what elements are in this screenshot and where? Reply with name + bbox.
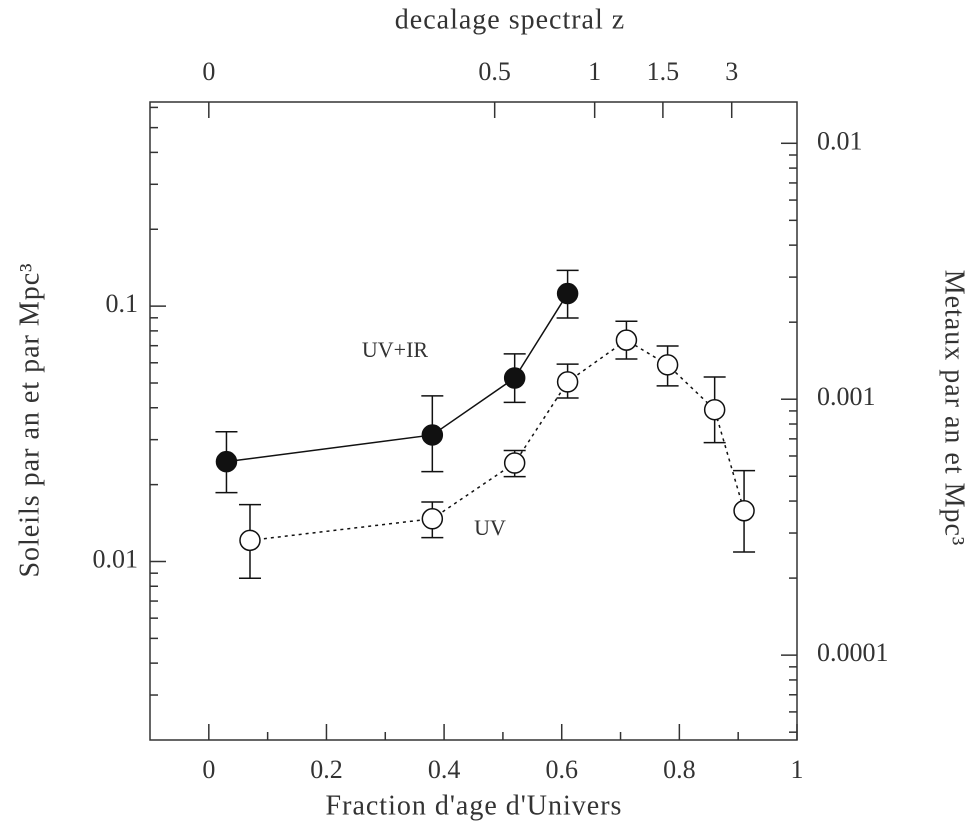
x-tick-label: 0 <box>202 755 215 784</box>
marker <box>556 371 579 393</box>
x-tick-label: 0.8 <box>663 755 696 784</box>
x-tick-label: 0.2 <box>310 755 343 784</box>
marker <box>615 329 638 351</box>
z-tick-label: 0 <box>202 57 215 86</box>
series-label: UV+IR <box>362 337 429 362</box>
marker <box>656 354 679 376</box>
plot-frame <box>149 101 798 741</box>
marker <box>503 452 526 474</box>
y2-tick-label: 0.01 <box>817 126 863 155</box>
series-label: UV <box>474 515 506 540</box>
z-tick-label: 3 <box>725 57 738 86</box>
marker <box>421 508 444 530</box>
z-tick-label: 1.5 <box>647 57 680 86</box>
x-tick-label: 0.6 <box>545 755 578 784</box>
marker <box>421 424 444 446</box>
series-line <box>249 339 745 542</box>
top-axis-title: decalage spectral z <box>395 4 625 35</box>
y2-tick-label: 0.0001 <box>817 638 889 667</box>
z-tick-label: 0.5 <box>478 57 511 86</box>
x-tick-label: 1 <box>791 755 804 784</box>
y-tick-label: 0.1 <box>106 289 139 318</box>
marker <box>503 367 526 389</box>
series-line <box>226 293 569 463</box>
y-tick-label: 0.01 <box>93 544 139 573</box>
x-axis-title: Fraction d'age d'Univers <box>326 790 623 821</box>
y2-tick-label: 0.001 <box>817 382 876 411</box>
marker <box>556 282 579 305</box>
marker <box>239 529 261 552</box>
y2-axis-title: Metaux par an et Mpc³ <box>939 270 970 547</box>
x-tick-label: 0.4 <box>428 755 461 784</box>
marker <box>703 398 726 421</box>
z-tick-label: 1 <box>588 57 601 86</box>
y-axis-title: Soleils par an et par Mpc³ <box>14 262 45 577</box>
marker <box>733 500 755 522</box>
marker <box>215 450 238 473</box>
